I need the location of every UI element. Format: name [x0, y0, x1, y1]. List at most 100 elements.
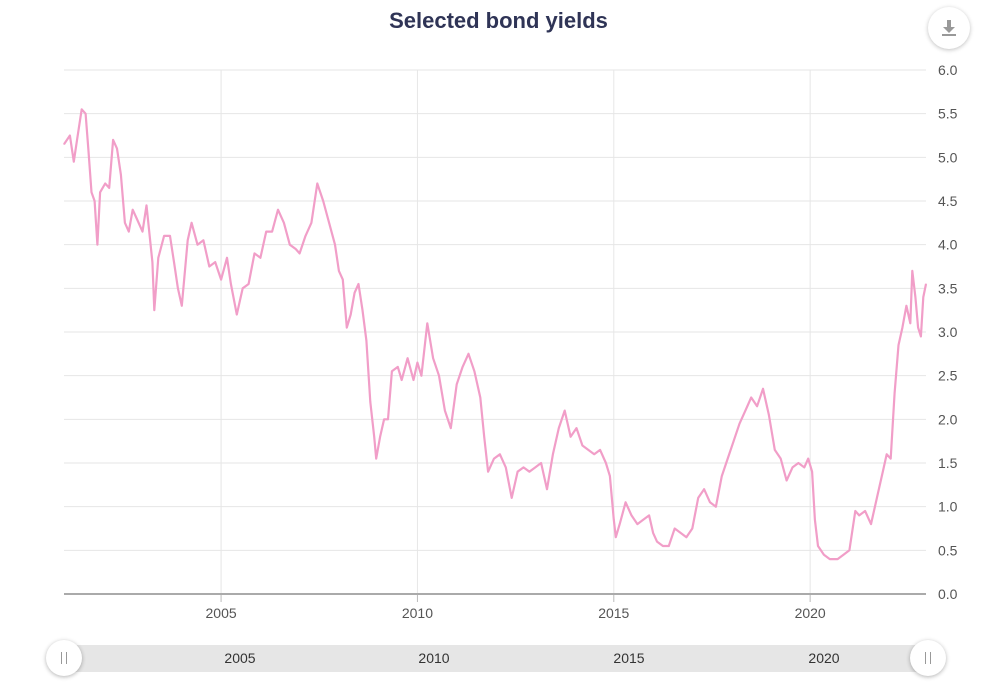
data-point — [304, 235, 307, 237]
data-point — [375, 458, 377, 460]
data-point — [242, 287, 244, 289]
data-point — [373, 436, 375, 438]
data-point — [886, 453, 888, 455]
y-tick-label: 1.5 — [938, 455, 958, 471]
data-point — [750, 396, 752, 399]
data-point — [876, 497, 878, 499]
data-point — [322, 200, 324, 202]
data-point — [412, 379, 415, 381]
data-point — [756, 405, 758, 407]
data-point — [173, 261, 175, 263]
y-tick-label: 1.0 — [938, 499, 958, 515]
data-point — [505, 466, 507, 468]
data-point — [511, 497, 513, 499]
data-point — [214, 261, 216, 263]
data-point — [829, 558, 831, 560]
data-point — [108, 187, 110, 189]
navigator-label-2020: 2020 — [808, 650, 840, 666]
data-point — [894, 392, 896, 394]
data-point — [116, 148, 118, 150]
data-point — [77, 134, 79, 137]
data-point — [369, 401, 371, 403]
data-point — [187, 239, 189, 241]
data-point — [605, 462, 607, 464]
data-point — [581, 444, 584, 447]
data-point — [432, 357, 434, 359]
data-point — [911, 270, 913, 272]
data-point — [365, 340, 367, 342]
data-point — [697, 497, 699, 499]
line-chart: 0.00.51.01.52.02.53.03.54.04.55.05.56.0 … — [63, 62, 958, 621]
navigator-label-2015: 2015 — [613, 650, 645, 666]
data-point — [814, 519, 816, 521]
data-point — [271, 231, 273, 233]
data-point — [922, 296, 924, 298]
y-tick-label: 5.5 — [938, 106, 958, 122]
y-tick-label: 4.5 — [938, 193, 958, 209]
navigator-scrollbar[interactable] — [64, 645, 928, 672]
data-point — [534, 466, 536, 468]
x-tick-label: 2020 — [795, 605, 826, 621]
data-point — [920, 335, 922, 337]
data-point — [387, 418, 389, 420]
data-point — [593, 453, 595, 455]
data-point — [625, 501, 627, 503]
data-point — [357, 283, 360, 285]
data-point — [630, 514, 633, 517]
navigator-left-handle[interactable] — [46, 640, 82, 676]
data-point — [350, 313, 352, 316]
x-tick-label: 2015 — [598, 605, 629, 621]
data-point — [181, 305, 183, 307]
data-point — [456, 383, 458, 385]
download-button[interactable] — [928, 7, 970, 49]
data-point — [656, 541, 658, 543]
data-point — [619, 523, 621, 525]
data-point — [662, 545, 664, 547]
data-point — [703, 488, 705, 490]
data-point — [652, 532, 654, 534]
data-point — [420, 375, 422, 377]
navigator-right-handle[interactable] — [910, 640, 946, 676]
data-point — [780, 458, 782, 460]
drag-handle-icon — [925, 652, 931, 664]
data-point — [153, 309, 155, 311]
data-point — [163, 235, 165, 237]
data-point — [668, 545, 670, 547]
chart-gridlines — [64, 69, 926, 594]
data-point — [379, 436, 381, 438]
data-point — [540, 462, 542, 464]
navigator-label-2010: 2010 — [418, 650, 450, 666]
data-point — [289, 244, 291, 246]
x-axis-ticks: 2005 2010 2015 2020 — [64, 593, 926, 621]
data-point — [473, 370, 475, 372]
chart-title: Selected bond yields — [389, 8, 608, 33]
data-point — [685, 536, 688, 538]
data-point — [564, 410, 566, 412]
data-point — [253, 252, 256, 254]
data-point — [338, 270, 340, 272]
data-point — [479, 396, 481, 399]
data-point — [909, 322, 911, 324]
navigator-label-2005: 2005 — [224, 650, 256, 666]
data-point — [361, 309, 364, 311]
data-point — [680, 532, 682, 534]
data-point — [90, 191, 93, 193]
data-point — [528, 471, 531, 473]
data-point — [383, 418, 385, 420]
data-point — [842, 554, 845, 556]
data-point — [112, 139, 114, 141]
data-point — [124, 222, 126, 224]
data-point — [438, 375, 440, 377]
data-point — [636, 523, 639, 525]
data-point — [691, 527, 693, 530]
data-point — [145, 204, 148, 206]
data-point — [277, 209, 279, 211]
data-point — [570, 436, 572, 438]
data-point — [397, 366, 399, 368]
data-point — [157, 257, 159, 259]
data-point — [196, 244, 199, 246]
x-tick-label: 2010 — [402, 605, 433, 621]
data-point — [104, 182, 106, 185]
y-tick-label: 0.5 — [938, 542, 958, 558]
data-point — [316, 182, 318, 185]
